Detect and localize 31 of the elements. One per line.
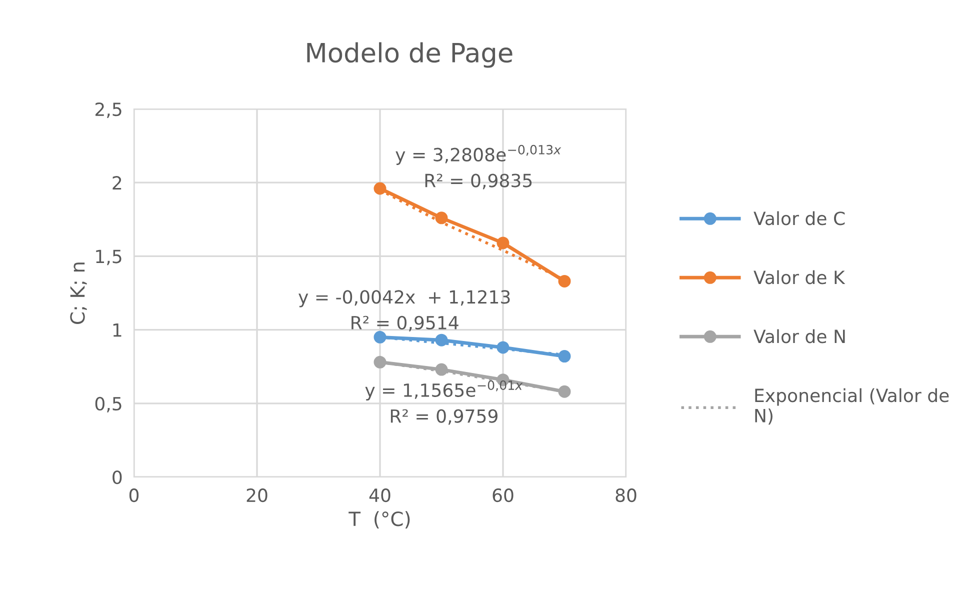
x-tick-label: 40 [369,488,390,502]
x-tick-label: 0 [129,488,139,502]
y-tick-label: 1,5 [96,250,122,266]
point [435,212,448,224]
legend-label: Exponencial (Valor de N) [755,388,949,425]
x-tick-label: 60 [492,488,514,502]
point [374,182,386,195]
y-tick-label: 2 [112,176,122,190]
point [435,363,448,376]
y-tick-label: 2,5 [96,102,122,118]
x-axis-title: T (°C) [348,511,410,528]
point [435,334,448,346]
legend-label: Valor de K [754,270,846,284]
point [558,385,571,398]
point [374,356,386,368]
x-tick-label: 20 [246,488,268,502]
point [374,330,386,344]
text: y = 1,1565e$^{−0,01x}$ R² = 0,9759 [365,380,523,425]
x-tick-label: 80 [616,488,636,502]
y-axis-title: C; K; n [70,262,87,324]
text: y = 3,2808e$^{−0,013x}$ R² = 0,9835 [396,144,562,190]
legend-label: Valor de C [754,211,845,226]
y-tick-label: 0 [112,470,122,484]
point [496,236,510,250]
y-tick-label: 0,5 [95,396,122,412]
chart-title: Modelo de Page [307,42,512,68]
annotation: y = -0,0042x + 1,1213 R² = 0,9514 [298,290,510,332]
y-tick-label: 1 [113,323,122,337]
point [558,350,571,363]
point [558,274,571,288]
legend-label: Valor de N [754,329,845,344]
